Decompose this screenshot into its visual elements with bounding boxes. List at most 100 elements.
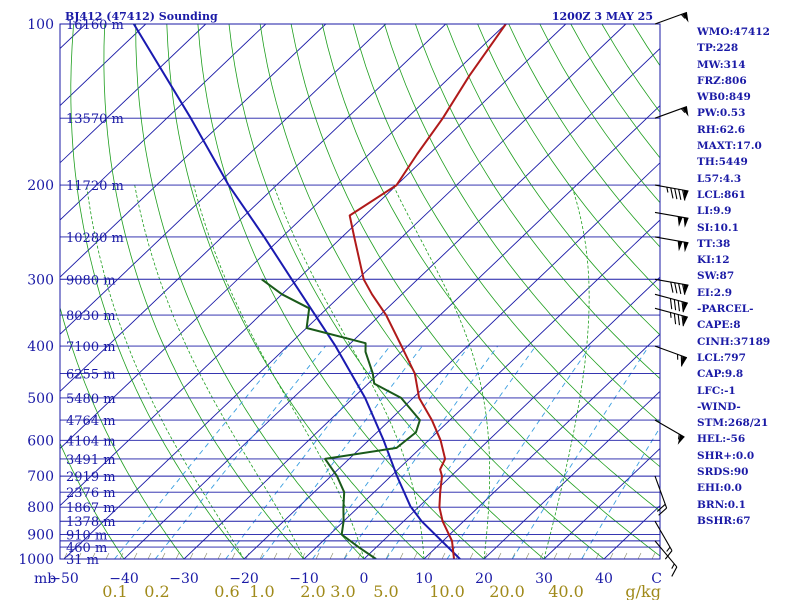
dewpoint-trace	[261, 278, 421, 559]
mixing-ratio-label: 2.0	[300, 582, 325, 600]
isotherm-line	[423, 333, 660, 559]
profiles	[132, 24, 507, 559]
index-line: LFC:-1	[697, 384, 736, 397]
hatch-mark	[694, 553, 697, 559]
pressure-tick-label: 1000	[18, 552, 54, 568]
temperature-tick-label: 0	[360, 571, 369, 587]
barb-half	[680, 14, 686, 19]
barb-half	[666, 187, 669, 193]
pressure-tick-label: 800	[27, 500, 54, 516]
barb-pennant	[681, 356, 687, 367]
hatch-mark	[441, 552, 446, 559]
thermo-grid	[0, 24, 660, 559]
index-line: LCL:797	[697, 351, 746, 364]
hatch-mark	[147, 552, 152, 559]
barb-full	[669, 298, 673, 310]
hatch-mark	[8, 553, 11, 559]
height-label: 2919 m	[66, 470, 116, 485]
index-line: EI:2.9	[697, 286, 733, 299]
height-label: 2376 m	[66, 486, 116, 501]
index-line: FRZ:806	[697, 74, 747, 87]
index-line: RH:62.6	[697, 123, 746, 136]
temperature-trace	[348, 24, 507, 559]
hatch-mark	[778, 553, 781, 559]
hatch-mark	[792, 553, 795, 559]
isotherm-line	[243, 162, 660, 559]
hatch-mark	[469, 552, 474, 559]
index-line: TH:5449	[697, 156, 748, 169]
pressure-tick-label: 600	[27, 433, 54, 449]
stability-hatching	[8, 552, 795, 559]
hatch-mark	[203, 552, 208, 559]
barb-pennant	[683, 315, 688, 327]
parcel-trace	[132, 24, 461, 559]
hatch-mark	[525, 552, 530, 559]
temperature-tick-label: −50	[49, 571, 79, 587]
hatch-mark	[315, 552, 320, 559]
index-line: PW:0.53	[697, 107, 746, 120]
hatch-mark	[736, 553, 739, 559]
barb-pennant	[682, 106, 689, 117]
barb-half	[680, 108, 686, 114]
mixing-ratio-line	[581, 426, 660, 559]
isotherm-line	[0, 24, 26, 559]
index-line: CINH:37189	[697, 335, 771, 348]
isotherm-line	[60, 24, 327, 278]
barb-half	[677, 354, 679, 360]
temperature-tick-label: −40	[109, 571, 139, 587]
hatch-mark	[553, 552, 558, 559]
index-line: BRN:0.1	[697, 498, 746, 511]
barb-full	[680, 355, 683, 367]
barb-staff	[654, 419, 685, 438]
barb-full	[674, 188, 678, 200]
barb-full	[674, 282, 678, 294]
barb-full	[673, 299, 677, 311]
mixing-ratio-label: 0.2	[144, 582, 169, 600]
temperature-tick-label: 40	[595, 571, 613, 587]
moist-adiabat	[193, 184, 365, 559]
hatch-mark	[133, 552, 138, 559]
hatch-mark	[750, 553, 753, 559]
dry-adiabat	[321, 24, 660, 512]
barb-full	[673, 313, 677, 325]
index-line: SRDS:90	[697, 466, 749, 479]
mixing-ratio-line	[446, 345, 591, 559]
moist-adiabat	[273, 184, 425, 559]
barb-full	[670, 281, 674, 293]
height-label: 10280 m	[66, 231, 124, 246]
valid-time: 1200Z 3 MAY 25	[552, 10, 653, 23]
height-label: 1378 m	[66, 515, 116, 530]
index-line: CAPE:8	[697, 319, 741, 332]
index-line: WB0:849	[697, 91, 751, 104]
hatch-mark	[427, 552, 432, 559]
wind-barb	[654, 520, 673, 560]
isotherm-line	[60, 24, 507, 450]
hatch-mark	[301, 552, 306, 559]
wind-barbs	[654, 11, 689, 577]
hatch-mark	[161, 552, 166, 559]
moist-adiabat	[543, 184, 590, 559]
mixing-ratio-label: 3.0	[330, 582, 355, 600]
isotherm-line	[363, 276, 660, 559]
hatch-mark	[217, 552, 222, 559]
barb-full	[677, 300, 681, 312]
barb-full	[656, 503, 666, 512]
isotherm-line	[483, 390, 660, 559]
index-line: -PARCEL-	[697, 303, 754, 316]
pressure-unit-label: mb	[34, 571, 56, 587]
mixing-ratio-label: 1.0	[249, 582, 274, 600]
hatch-mark	[539, 552, 544, 559]
temperature-tick-label: 30	[535, 571, 553, 587]
index-line: KI:12	[697, 254, 730, 267]
barb-pennant	[677, 434, 685, 445]
hatch-mark	[175, 552, 180, 559]
index-line: STM:268/21	[697, 417, 769, 430]
barb-full	[677, 314, 681, 326]
wind-barb	[654, 307, 688, 327]
mixing-ratio-line	[114, 345, 289, 559]
barb-full	[670, 187, 674, 199]
index-line: MAXT:17.0	[697, 140, 762, 153]
temperature-tick-label: −30	[169, 571, 199, 587]
wind-barb	[654, 184, 689, 201]
hatch-mark	[413, 552, 418, 559]
